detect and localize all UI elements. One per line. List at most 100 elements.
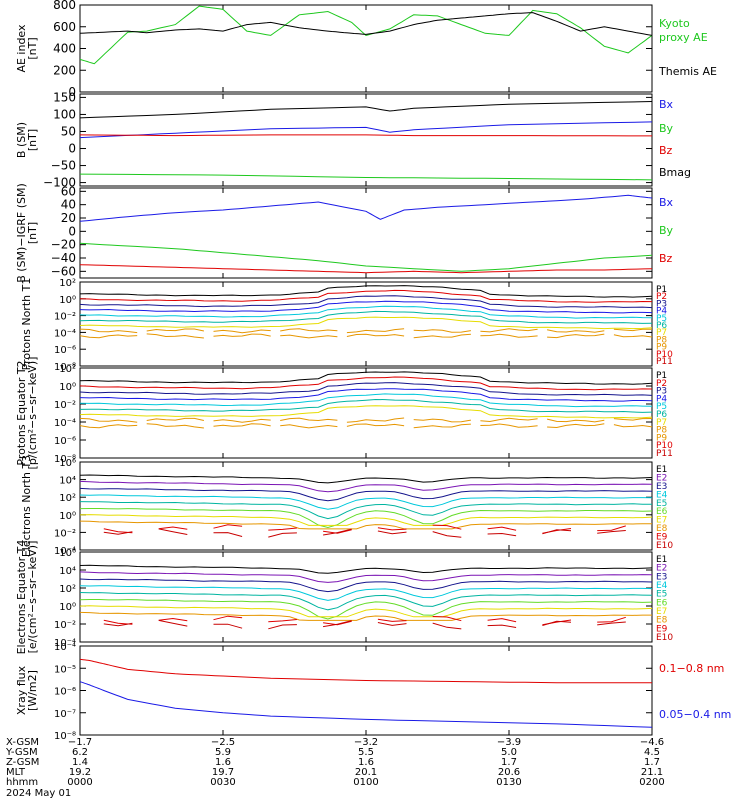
trace-4-P8-5 <box>413 418 471 423</box>
footer-value-hhmm-4: 0200 <box>639 777 664 788</box>
footer-value-Z-GSM-4: 1.7 <box>644 757 660 768</box>
y-tick-label-0-0: 0 <box>68 85 76 99</box>
trace-3-P8-7 <box>546 329 605 333</box>
y-tick-label-2-1: −40 <box>51 251 76 265</box>
trace-6-E2-0 <box>79 571 653 583</box>
trace-6-E9-5 <box>377 618 407 622</box>
y-tick-label-4-5: 10⁻⁸ <box>54 454 76 465</box>
trace-6-E5-0 <box>79 592 653 611</box>
channel-label-3-P8: P8 <box>656 335 667 345</box>
y-axis-label-5-0: Electrons North T3 <box>20 455 33 557</box>
footer-value-Z-GSM-0: 1.4 <box>72 757 88 768</box>
footer-value-X-GSM-4: −4.6 <box>640 737 664 748</box>
trace-4-P2-0 <box>79 376 653 391</box>
trace-3-P8-2 <box>213 329 271 334</box>
channel-label-6-E1: E1 <box>656 555 667 565</box>
trace-5-E9-5 <box>377 527 407 531</box>
trace-5-E1-0 <box>79 474 653 484</box>
y-tick-label-3-4: 10⁻⁶ <box>54 345 76 356</box>
trace-6-E9-9 <box>597 616 626 623</box>
trace-6-E3-0 <box>79 578 653 593</box>
trace-6-E9-1 <box>158 617 188 622</box>
y-tick-label-7-3: 10⁻⁷ <box>54 709 76 720</box>
legend-1-1: By <box>659 122 674 135</box>
trace-5-E10-4 <box>323 528 352 536</box>
y-tick-label-4-2: 10⁻² <box>54 400 76 411</box>
trace-4-P8-8 <box>613 418 653 421</box>
channel-label-6-E9: E9 <box>656 624 668 634</box>
series-7-0-05-0-4-nm <box>79 681 653 728</box>
trace-6-E7-0 <box>79 605 653 618</box>
trace-4-P9-8 <box>613 424 653 428</box>
series-0-Kyoto-proxy-AE <box>79 5 653 65</box>
footer-value-Z-GSM-2: 1.6 <box>358 757 374 768</box>
trace-3-P8-8 <box>613 328 652 332</box>
channel-label-5-E5: E5 <box>656 499 667 509</box>
footer-value-X-GSM-3: −3.9 <box>497 737 521 748</box>
trace-5-E7-0 <box>79 514 653 526</box>
channel-label-5-E3: E3 <box>656 482 667 492</box>
footer-value-Y-GSM-0: 6.2 <box>72 747 88 758</box>
y-tick-label-0-1: 200 <box>53 63 76 77</box>
y-tick-label-4-4: 10⁻⁶ <box>54 436 76 447</box>
channel-label-4-P3: P3 <box>656 387 667 397</box>
footer-label-Z-GSM: Z-GSM <box>6 757 39 768</box>
channel-label-5-E7: E7 <box>656 516 667 526</box>
trace-4-P8-7 <box>546 418 605 423</box>
series-2-Bx <box>79 194 653 222</box>
trace-4-P8-3 <box>280 417 338 422</box>
channel-label-3-P6: P6 <box>656 321 667 331</box>
y-tick-label-6-1: 10⁴ <box>59 566 76 577</box>
series-1-Bx <box>79 121 653 139</box>
trace-3-P8-1 <box>146 328 205 332</box>
channel-label-6-E10: E10 <box>656 633 673 643</box>
panel-frame-1 <box>79 93 653 187</box>
trace-3-P9-3 <box>280 334 338 339</box>
channel-label-3-P5: P5 <box>656 314 667 324</box>
series-2-By <box>79 242 653 272</box>
trace-4-P6-0 <box>79 398 653 413</box>
trace-6-E9-2 <box>213 615 243 621</box>
panel-frame-3 <box>79 281 653 367</box>
y-tick-label-2-3: 0 <box>68 224 76 238</box>
channel-label-6-E2: E2 <box>656 564 667 574</box>
trace-3-P9-8 <box>613 334 653 338</box>
y-tick-label-1-1: −50 <box>51 159 76 173</box>
channel-label-5-E2: E2 <box>656 473 667 483</box>
trace-6-E10-7 <box>487 624 517 628</box>
trace-3-P9-1 <box>146 333 204 339</box>
y-axis-label-6-1: [e/(cm²−s−sr−keV)] <box>26 541 39 654</box>
legend-0-2: Themis AE <box>658 65 717 78</box>
trace-5-E10-2 <box>213 532 243 537</box>
trace-4-P5-0 <box>79 393 653 408</box>
channel-label-4-P2: P2 <box>656 379 667 389</box>
y-tick-label-5-5: 10⁻⁴ <box>54 546 76 557</box>
channel-label-6-E7: E7 <box>656 607 667 617</box>
y-axis-label-4-1: [p/(cm²−s−sr−keV)] <box>26 357 39 470</box>
y-tick-label-6-2: 10² <box>59 584 76 595</box>
channel-label-3-P10: P10 <box>656 350 673 360</box>
panel-frame-4 <box>79 367 653 459</box>
y-tick-label-1-3: 50 <box>61 124 76 138</box>
series-1-By <box>79 173 653 181</box>
trace-6-E6-0 <box>79 599 653 620</box>
y-tick-label-4-3: 10⁻⁴ <box>54 418 76 429</box>
y-tick-label-5-4: 10⁻² <box>54 528 76 539</box>
trace-5-E10-9 <box>597 530 626 534</box>
trace-4-P1-0 <box>79 371 653 385</box>
trace-6-E10-1 <box>158 619 188 627</box>
trace-3-P9-6 <box>480 333 538 338</box>
y-axis-label-1-1: [nT] <box>26 129 39 151</box>
trace-4-P8-4 <box>346 417 405 423</box>
footer-value-MLT-0: 19.2 <box>69 767 91 778</box>
y-tick-label-1-5: 150 <box>53 90 76 104</box>
trace-5-E10-5 <box>377 530 407 535</box>
footer-value-X-GSM-0: −1.7 <box>68 737 92 748</box>
y-axis-label-6-0: Electrons Equator T4 <box>15 540 28 655</box>
trace-5-E10-0 <box>103 531 133 535</box>
channel-label-6-E8: E8 <box>656 616 668 626</box>
y-tick-label-1-4: 100 <box>53 107 76 121</box>
channel-label-4-P6: P6 <box>656 410 667 420</box>
channel-label-3-P9: P9 <box>656 343 667 353</box>
